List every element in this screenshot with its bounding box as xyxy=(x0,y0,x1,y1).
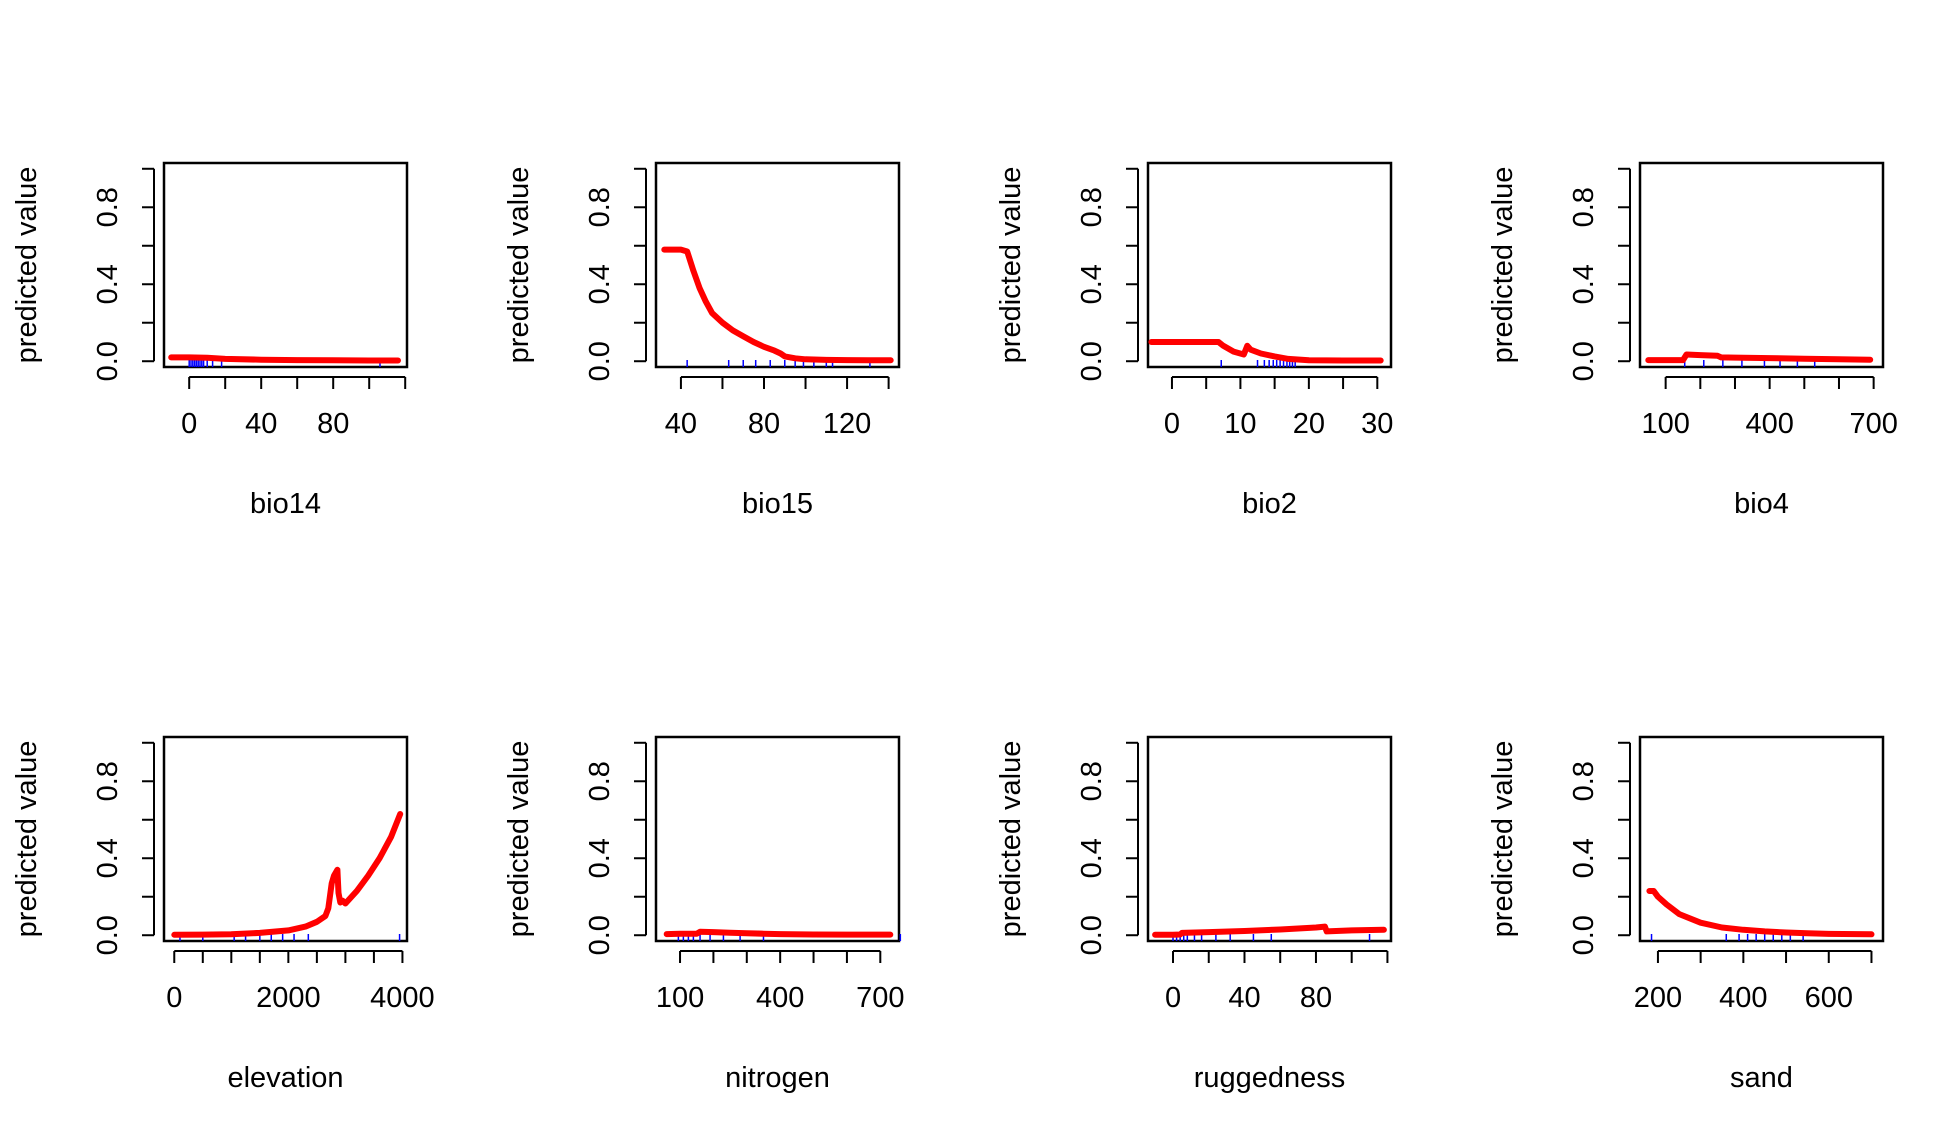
x-tick-label: 0 xyxy=(181,408,197,440)
x-axis-label: bio14 xyxy=(250,488,321,520)
x-tick-label: 10 xyxy=(1224,408,1256,440)
y-tick-label: 0.4 xyxy=(92,264,124,304)
x-tick-label: 200 xyxy=(1634,982,1682,1014)
y-tick-label: 0.4 xyxy=(584,838,616,878)
plot-frame xyxy=(654,161,901,369)
y-tick-label: 0.8 xyxy=(584,761,616,801)
plot-frame xyxy=(1638,735,1885,943)
x-tick-label: 400 xyxy=(1745,408,1793,440)
x-tick-label: 0 xyxy=(166,982,182,1014)
x-tick-label: 120 xyxy=(823,408,871,440)
y-tick-label: 0.8 xyxy=(92,187,124,227)
response-curve xyxy=(1152,923,1387,938)
y-tick-label: 0.4 xyxy=(92,838,124,878)
panel-sand: 200 400 600 0.0 0.4 0.8 sand predicted value xyxy=(1487,735,1885,1094)
x-tick-label: 700 xyxy=(856,982,904,1014)
y-tick-label: 0.8 xyxy=(92,761,124,801)
response-curve xyxy=(1645,351,1874,364)
plot-frame xyxy=(162,735,409,943)
x-tick-label: 80 xyxy=(748,408,780,440)
plot-frame xyxy=(162,161,409,369)
x-axis-label: bio4 xyxy=(1734,488,1789,520)
x-tick-label: 30 xyxy=(1361,408,1393,440)
y-tick-label: 0.4 xyxy=(1076,838,1108,878)
plot-frame xyxy=(654,735,901,943)
y-axis-label: predicted value xyxy=(11,741,43,938)
x-axis-label: elevation xyxy=(227,1062,343,1094)
x-tick-label: 40 xyxy=(245,408,277,440)
x-axis-label: sand xyxy=(1730,1062,1793,1094)
y-tick-label: 0.4 xyxy=(1568,264,1600,304)
x-axis-label: nitrogen xyxy=(725,1062,830,1094)
x-tick-label: 700 xyxy=(1849,408,1897,440)
response-curve xyxy=(1646,888,1875,938)
response-curve xyxy=(168,354,401,364)
panel-bio15: 40 80 120 0.0 0.4 0.8 bio15 predicted value xyxy=(503,161,901,520)
panel-bio4: 100 400 700 0.0 0.4 0.8 bio4 predicted value xyxy=(1487,161,1898,520)
panel-nitrogen: 100 400 700 0.0 0.4 0.8 nitrogen predicted valu… xyxy=(503,735,905,1094)
y-tick-label: 0.0 xyxy=(1076,915,1108,955)
x-axis-label: ruggedness xyxy=(1194,1062,1346,1094)
x-axis-label: bio2 xyxy=(1242,488,1297,520)
x-axis-label: bio15 xyxy=(742,488,813,520)
x-tick-label: 20 xyxy=(1293,408,1325,440)
panel-ruggedness: 0 40 80 0.0 0.4 0.8 ruggedness predicted value xyxy=(995,735,1393,1094)
y-axis-label: predicted value xyxy=(1487,741,1519,938)
y-tick-label: 0.8 xyxy=(1568,187,1600,227)
y-tick-label: 0.8 xyxy=(1568,761,1600,801)
y-axis-label: predicted value xyxy=(11,167,43,364)
y-tick-label: 0.0 xyxy=(1568,915,1600,955)
panel-elevation: 0 2000 4000 0.0 0.4 0.8 elevation predicted val… xyxy=(11,735,435,1094)
y-tick-label: 0.0 xyxy=(92,341,124,381)
y-axis-label: predicted value xyxy=(1487,167,1519,364)
panel-bio2: 0 10 20 30 0.0 0.4 0.8 bio2 predicted value xyxy=(995,161,1393,520)
panel-bio14: 0 40 80 0.0 0.4 0.8 bio14 predicted value xyxy=(11,161,409,520)
response-curve xyxy=(171,811,404,938)
y-tick-label: 0.0 xyxy=(584,341,616,381)
y-axis-label: predicted value xyxy=(995,167,1027,364)
plot-frame xyxy=(1146,735,1393,943)
y-tick-label: 0.0 xyxy=(92,915,124,955)
response-curve xyxy=(1148,339,1384,364)
x-tick-label: 400 xyxy=(1719,982,1767,1014)
y-tick-label: 0.4 xyxy=(1076,264,1108,304)
y-axis-label: predicted value xyxy=(503,741,535,938)
x-tick-label: 2000 xyxy=(256,982,321,1014)
y-axis-label: predicted value xyxy=(995,741,1027,938)
y-tick-label: 0.8 xyxy=(1076,187,1108,227)
x-tick-label: 4000 xyxy=(370,982,435,1014)
plot-frame xyxy=(1638,161,1885,369)
y-tick-label: 0.0 xyxy=(584,915,616,955)
x-tick-label: 100 xyxy=(1641,408,1689,440)
response-curve xyxy=(661,246,894,364)
x-tick-label: 100 xyxy=(656,982,704,1014)
x-tick-label: 80 xyxy=(317,408,349,440)
x-tick-label: 0 xyxy=(1165,982,1181,1014)
x-tick-label: 600 xyxy=(1805,982,1853,1014)
y-tick-label: 0.0 xyxy=(1568,341,1600,381)
y-tick-label: 0.8 xyxy=(584,187,616,227)
y-tick-label: 0.4 xyxy=(1568,838,1600,878)
x-tick-label: 400 xyxy=(756,982,804,1014)
x-tick-label: 40 xyxy=(665,408,697,440)
y-tick-label: 0.4 xyxy=(584,264,616,304)
y-tick-label: 0.8 xyxy=(1076,761,1108,801)
x-tick-label: 40 xyxy=(1228,982,1260,1014)
plot-frame xyxy=(1146,161,1393,369)
response-curve xyxy=(663,928,894,938)
x-tick-label: 80 xyxy=(1300,982,1332,1014)
y-axis-label: predicted value xyxy=(503,167,535,364)
x-tick-label: 0 xyxy=(1164,408,1180,440)
y-tick-label: 0.0 xyxy=(1076,341,1108,381)
